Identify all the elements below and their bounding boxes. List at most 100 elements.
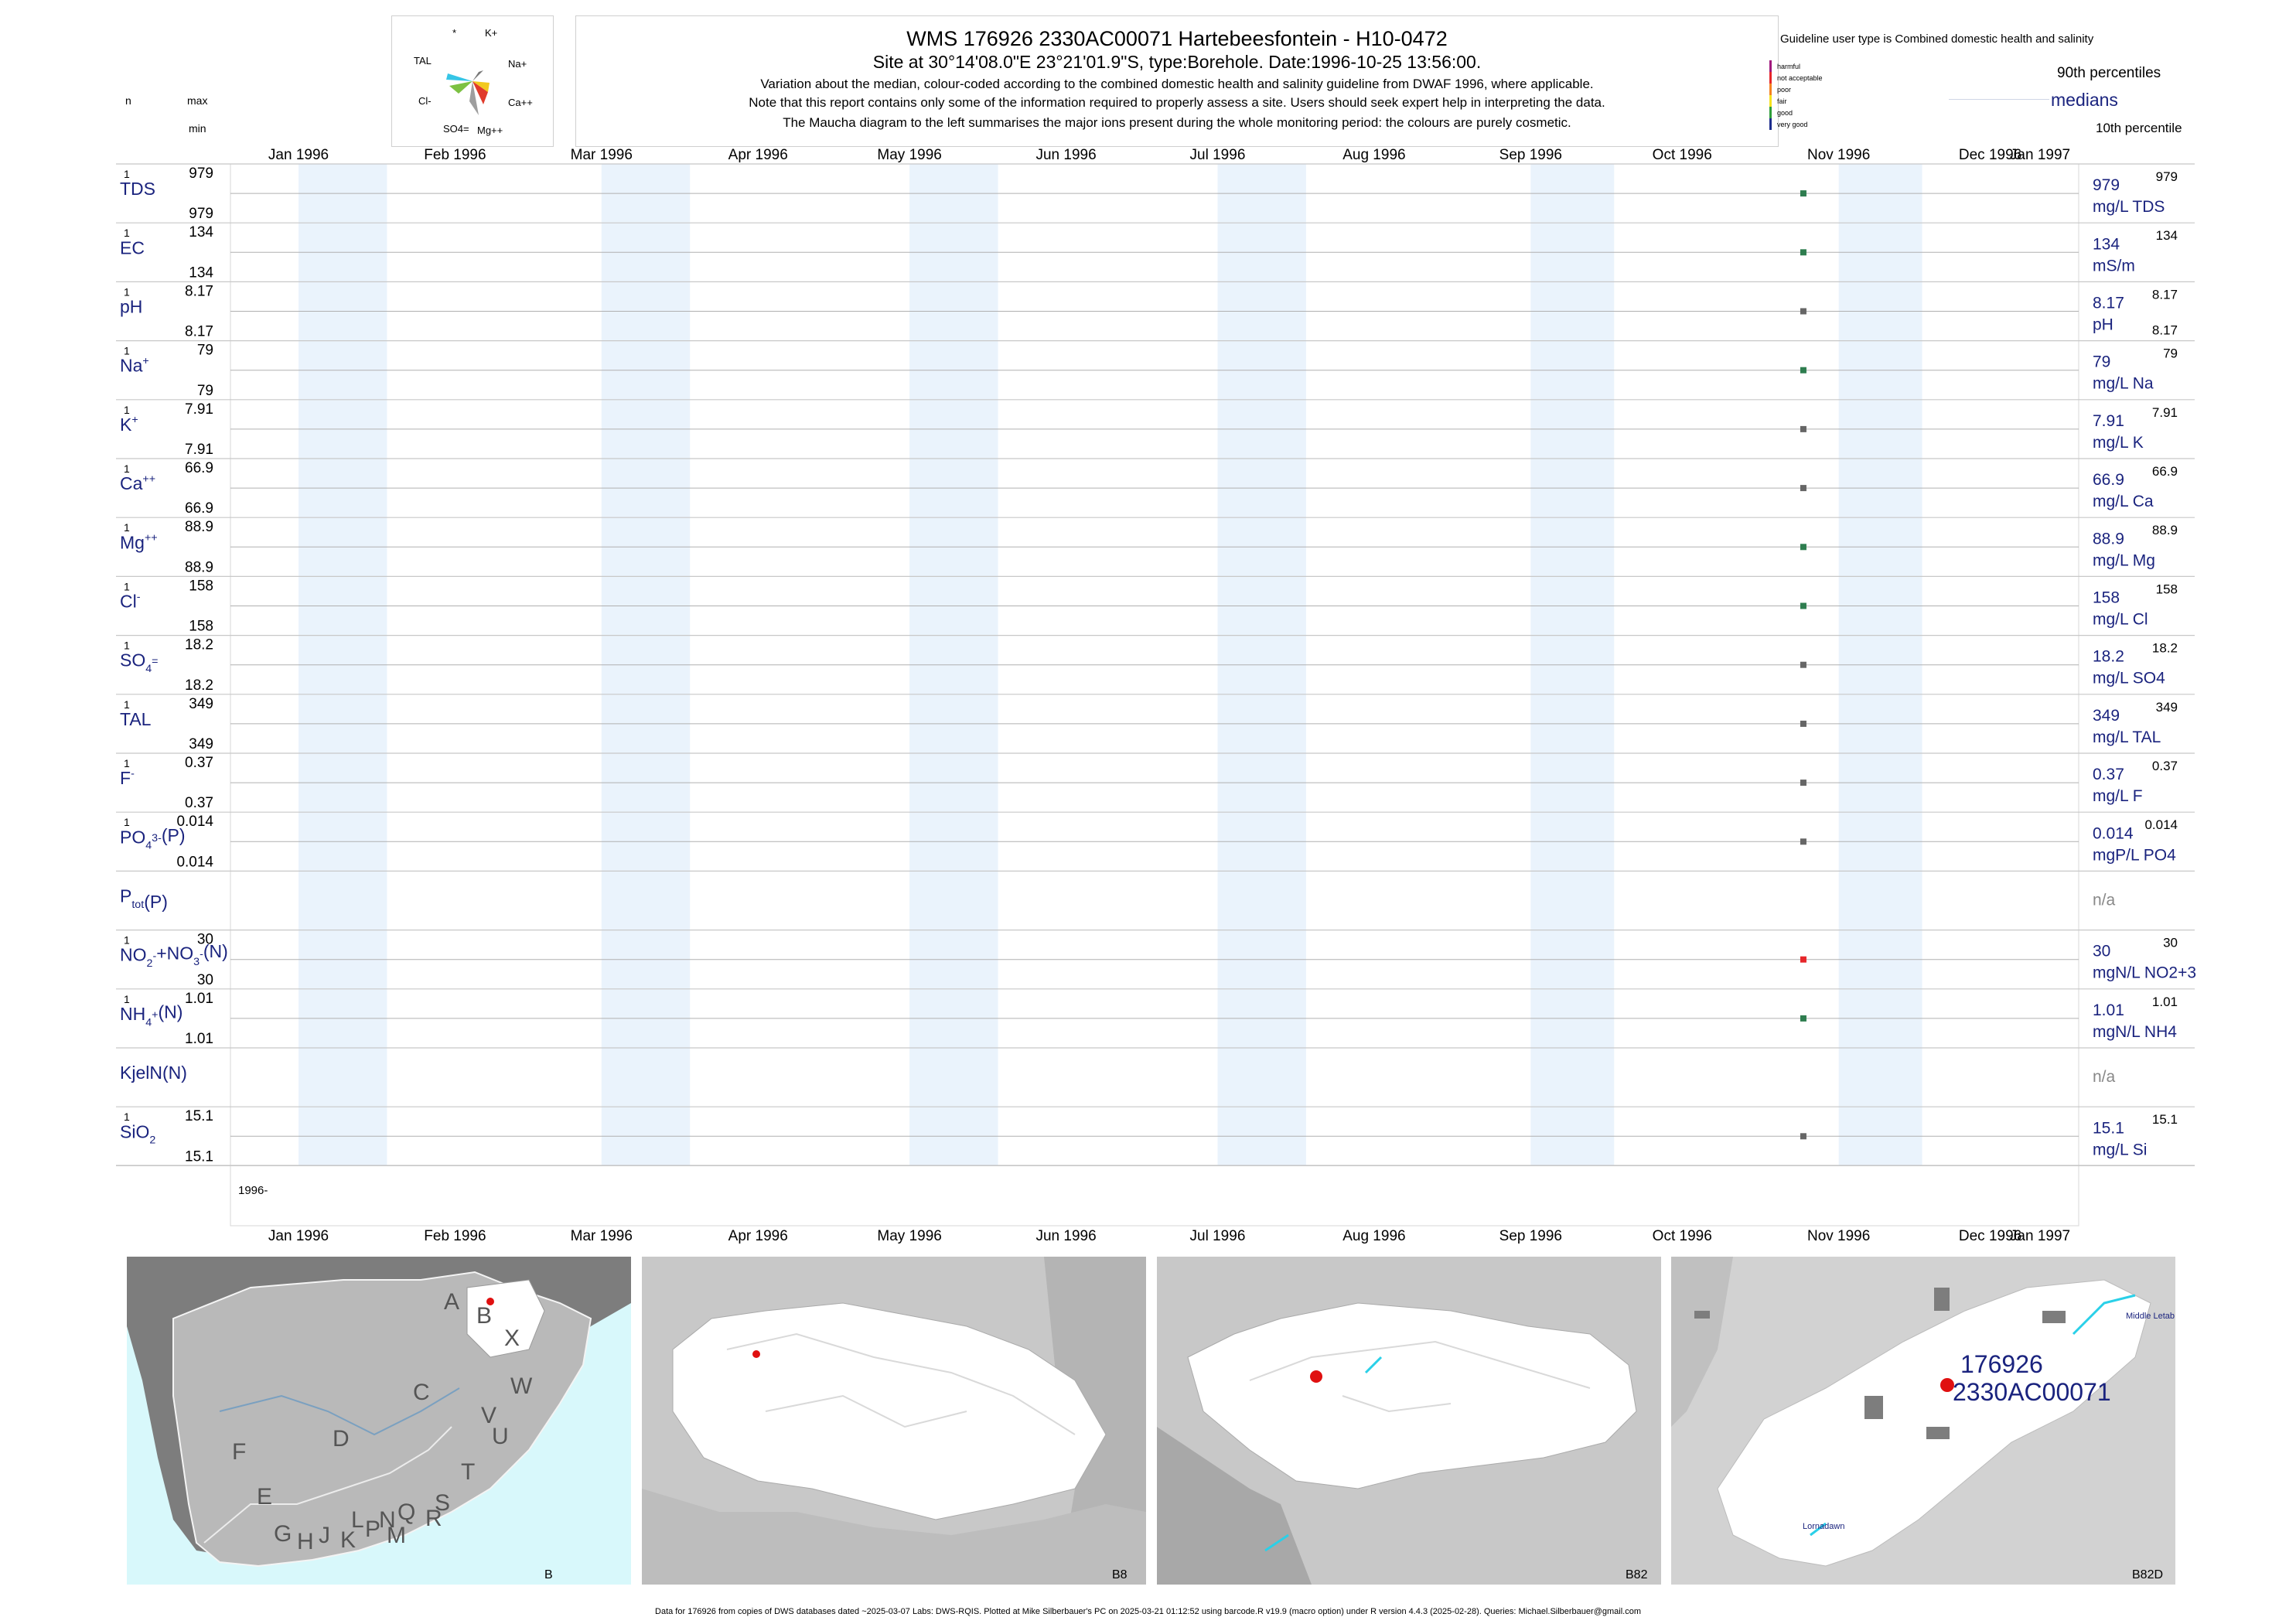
row-max-10: 0.37 (185, 755, 213, 771)
row-0: 1 979 979 TDS 979 mg/L TDS 979 (116, 163, 2195, 223)
maucha-label-so4: SO4= (443, 123, 469, 135)
region-letter-H: H (297, 1529, 314, 1554)
region-letter-C: C (413, 1380, 430, 1405)
row-max-2: 8.17 (185, 283, 213, 299)
bottom-tick-11: Dec 1996 (1959, 1228, 2021, 1244)
row-n-5: 1 (124, 462, 130, 475)
row-n-9: 1 (124, 698, 130, 711)
bottom-tick-8: Sep 1996 (1499, 1228, 1562, 1244)
region-letter-U: U (492, 1424, 509, 1449)
bottom-tick-0: Jan 1996 (268, 1228, 329, 1244)
maucha-label-mg: Mg++ (477, 125, 503, 136)
row-max-4: 7.91 (185, 401, 213, 418)
maucha-diagram-box: * K+ Na+ Ca++ Mg++ SO4= Cl- TAL (391, 15, 554, 147)
legend-class-4: good (1777, 109, 1793, 117)
maucha-diagram: * K+ Na+ Ca++ Mg++ SO4= Cl- TAL (414, 27, 533, 136)
row-p90-5: 66.9 (2152, 464, 2178, 479)
row-units-0: mg/L TDS (2093, 198, 2165, 216)
page-subtitle: Site at 30°14'08.0"E 23°21'01.9"S, type:… (872, 52, 1482, 72)
map-region-b82: B82 (1157, 1257, 1661, 1585)
region-letter-R: R (425, 1506, 442, 1531)
legend-p10: 10th percentile (2096, 121, 2182, 135)
row-2: 1 8.17 8.17 pH 8.17 pH 8.17 8.17 (116, 283, 2195, 342)
row-n-1: 1 (124, 227, 130, 239)
legend-class-1: not acceptable (1777, 74, 1823, 82)
row-n-14: 1 (124, 993, 130, 1005)
map4-place-middle-letab: Middle Letab (2126, 1312, 2175, 1321)
row-median-4: 7.91 (2093, 412, 2124, 430)
region-letter-V: V (481, 1403, 496, 1428)
row-p90-9: 349 (2156, 700, 2178, 715)
bottom-tick-5: Jun 1996 (1035, 1228, 1096, 1244)
row-min-8: 18.2 (185, 677, 213, 694)
legend-swatch-1 (1769, 72, 1772, 84)
top-tick-11: Dec 1996 (1959, 147, 2021, 163)
row-median-5: 66.9 (2093, 471, 2124, 489)
row-max-5: 66.9 (185, 460, 213, 476)
row-12: Ptot(P) n/a (116, 886, 2195, 931)
region-letter-E: E (257, 1484, 272, 1510)
bottom-tick-4: May 1996 (877, 1228, 941, 1244)
legend-median-line (1949, 99, 2049, 100)
row-median-1: 134 (2093, 235, 2120, 253)
row-n-4: 1 (124, 404, 130, 416)
maucha-ca-segment (473, 81, 490, 92)
maucha-label-na: Na+ (508, 58, 527, 70)
data-point-11 (1800, 838, 1806, 845)
row-min-11: 0.014 (176, 854, 213, 870)
guideline-title: Guideline user type is Combined domestic… (1780, 32, 2094, 46)
row-max-8: 18.2 (185, 637, 213, 653)
footer-note: Data for 176926 from copies of DWS datab… (655, 1607, 1641, 1616)
region-letter-Q: Q (397, 1499, 415, 1525)
data-point-7 (1800, 602, 1806, 609)
row-max-3: 79 (197, 343, 213, 359)
row-median-7: 158 (2093, 589, 2120, 607)
legend-class-5: very good (1777, 121, 1808, 128)
row-median-8: 18.2 (2093, 648, 2124, 666)
map-region-b82d: 176926 2330AC00071 Middle Letab Lornadaw… (1671, 1257, 2175, 1585)
row-units-2: pH (2093, 316, 2113, 334)
map4-site-id: 176926 (1960, 1350, 2043, 1378)
legend-p90: 90th percentiles (2057, 65, 2161, 81)
top-tick-2: Mar 1996 (571, 147, 633, 163)
bottom-tick-10: Nov 1996 (1807, 1228, 1870, 1244)
row-label-16: SiO2 (120, 1121, 155, 1146)
map1-corner-label: B (544, 1568, 553, 1581)
maucha-label-k: K+ (485, 27, 497, 39)
top-tick-3: Apr 1996 (728, 147, 788, 163)
guideline-legend: harmful not acceptable poor fair good very go… (1769, 60, 1823, 130)
region-letter-J: J (319, 1523, 330, 1548)
row-units-11: mgP/L PO4 (2093, 846, 2176, 864)
top-tick-9: Oct 1996 (1653, 147, 1712, 163)
region-letter-S: S (435, 1490, 450, 1516)
data-point-2 (1800, 308, 1806, 315)
map2-corner-label: B8 (1112, 1568, 1128, 1581)
row-label-10: F- (120, 767, 135, 788)
row-median-10: 0.37 (2093, 766, 2124, 783)
row-9: 1 349 349 TAL 349 mg/L TAL 349 (116, 696, 2195, 754)
row-median-9: 349 (2093, 707, 2120, 725)
header-box: WMS 176926 2330AC00071 Hartebeesfontein … (575, 15, 1779, 147)
bottom-tick-9: Oct 1996 (1653, 1228, 1712, 1244)
row-median-14: 1.01 (2093, 1001, 2124, 1019)
row-units-4: mg/L K (2093, 434, 2144, 452)
row-max-1: 134 (189, 224, 213, 241)
row-min-9: 349 (189, 736, 213, 752)
row-max-9: 349 (189, 696, 213, 712)
bottom-tick-2: Mar 1996 (571, 1228, 633, 1244)
row-p90-7: 158 (2156, 582, 2178, 596)
row-5: 1 66.9 66.9 Ca++ 66.9 mg/L Ca 66.9 (116, 460, 2195, 518)
row-label-0: TDS (120, 179, 155, 199)
bottom-tick-12: Jan 1997 (2010, 1228, 2070, 1244)
data-point-13 (1800, 956, 1806, 963)
legend-swatch-0 (1769, 60, 1772, 72)
row-7: 1 158 158 Cl- 158 mg/L Cl 158 (116, 578, 2195, 636)
row-15: KjelN(N) n/a (116, 1063, 2195, 1107)
maucha-label-cl: Cl- (418, 95, 432, 107)
top-tick-6: Jul 1996 (1190, 147, 1246, 163)
region-letter-X: X (504, 1325, 520, 1351)
row-min-6: 88.9 (185, 559, 213, 575)
